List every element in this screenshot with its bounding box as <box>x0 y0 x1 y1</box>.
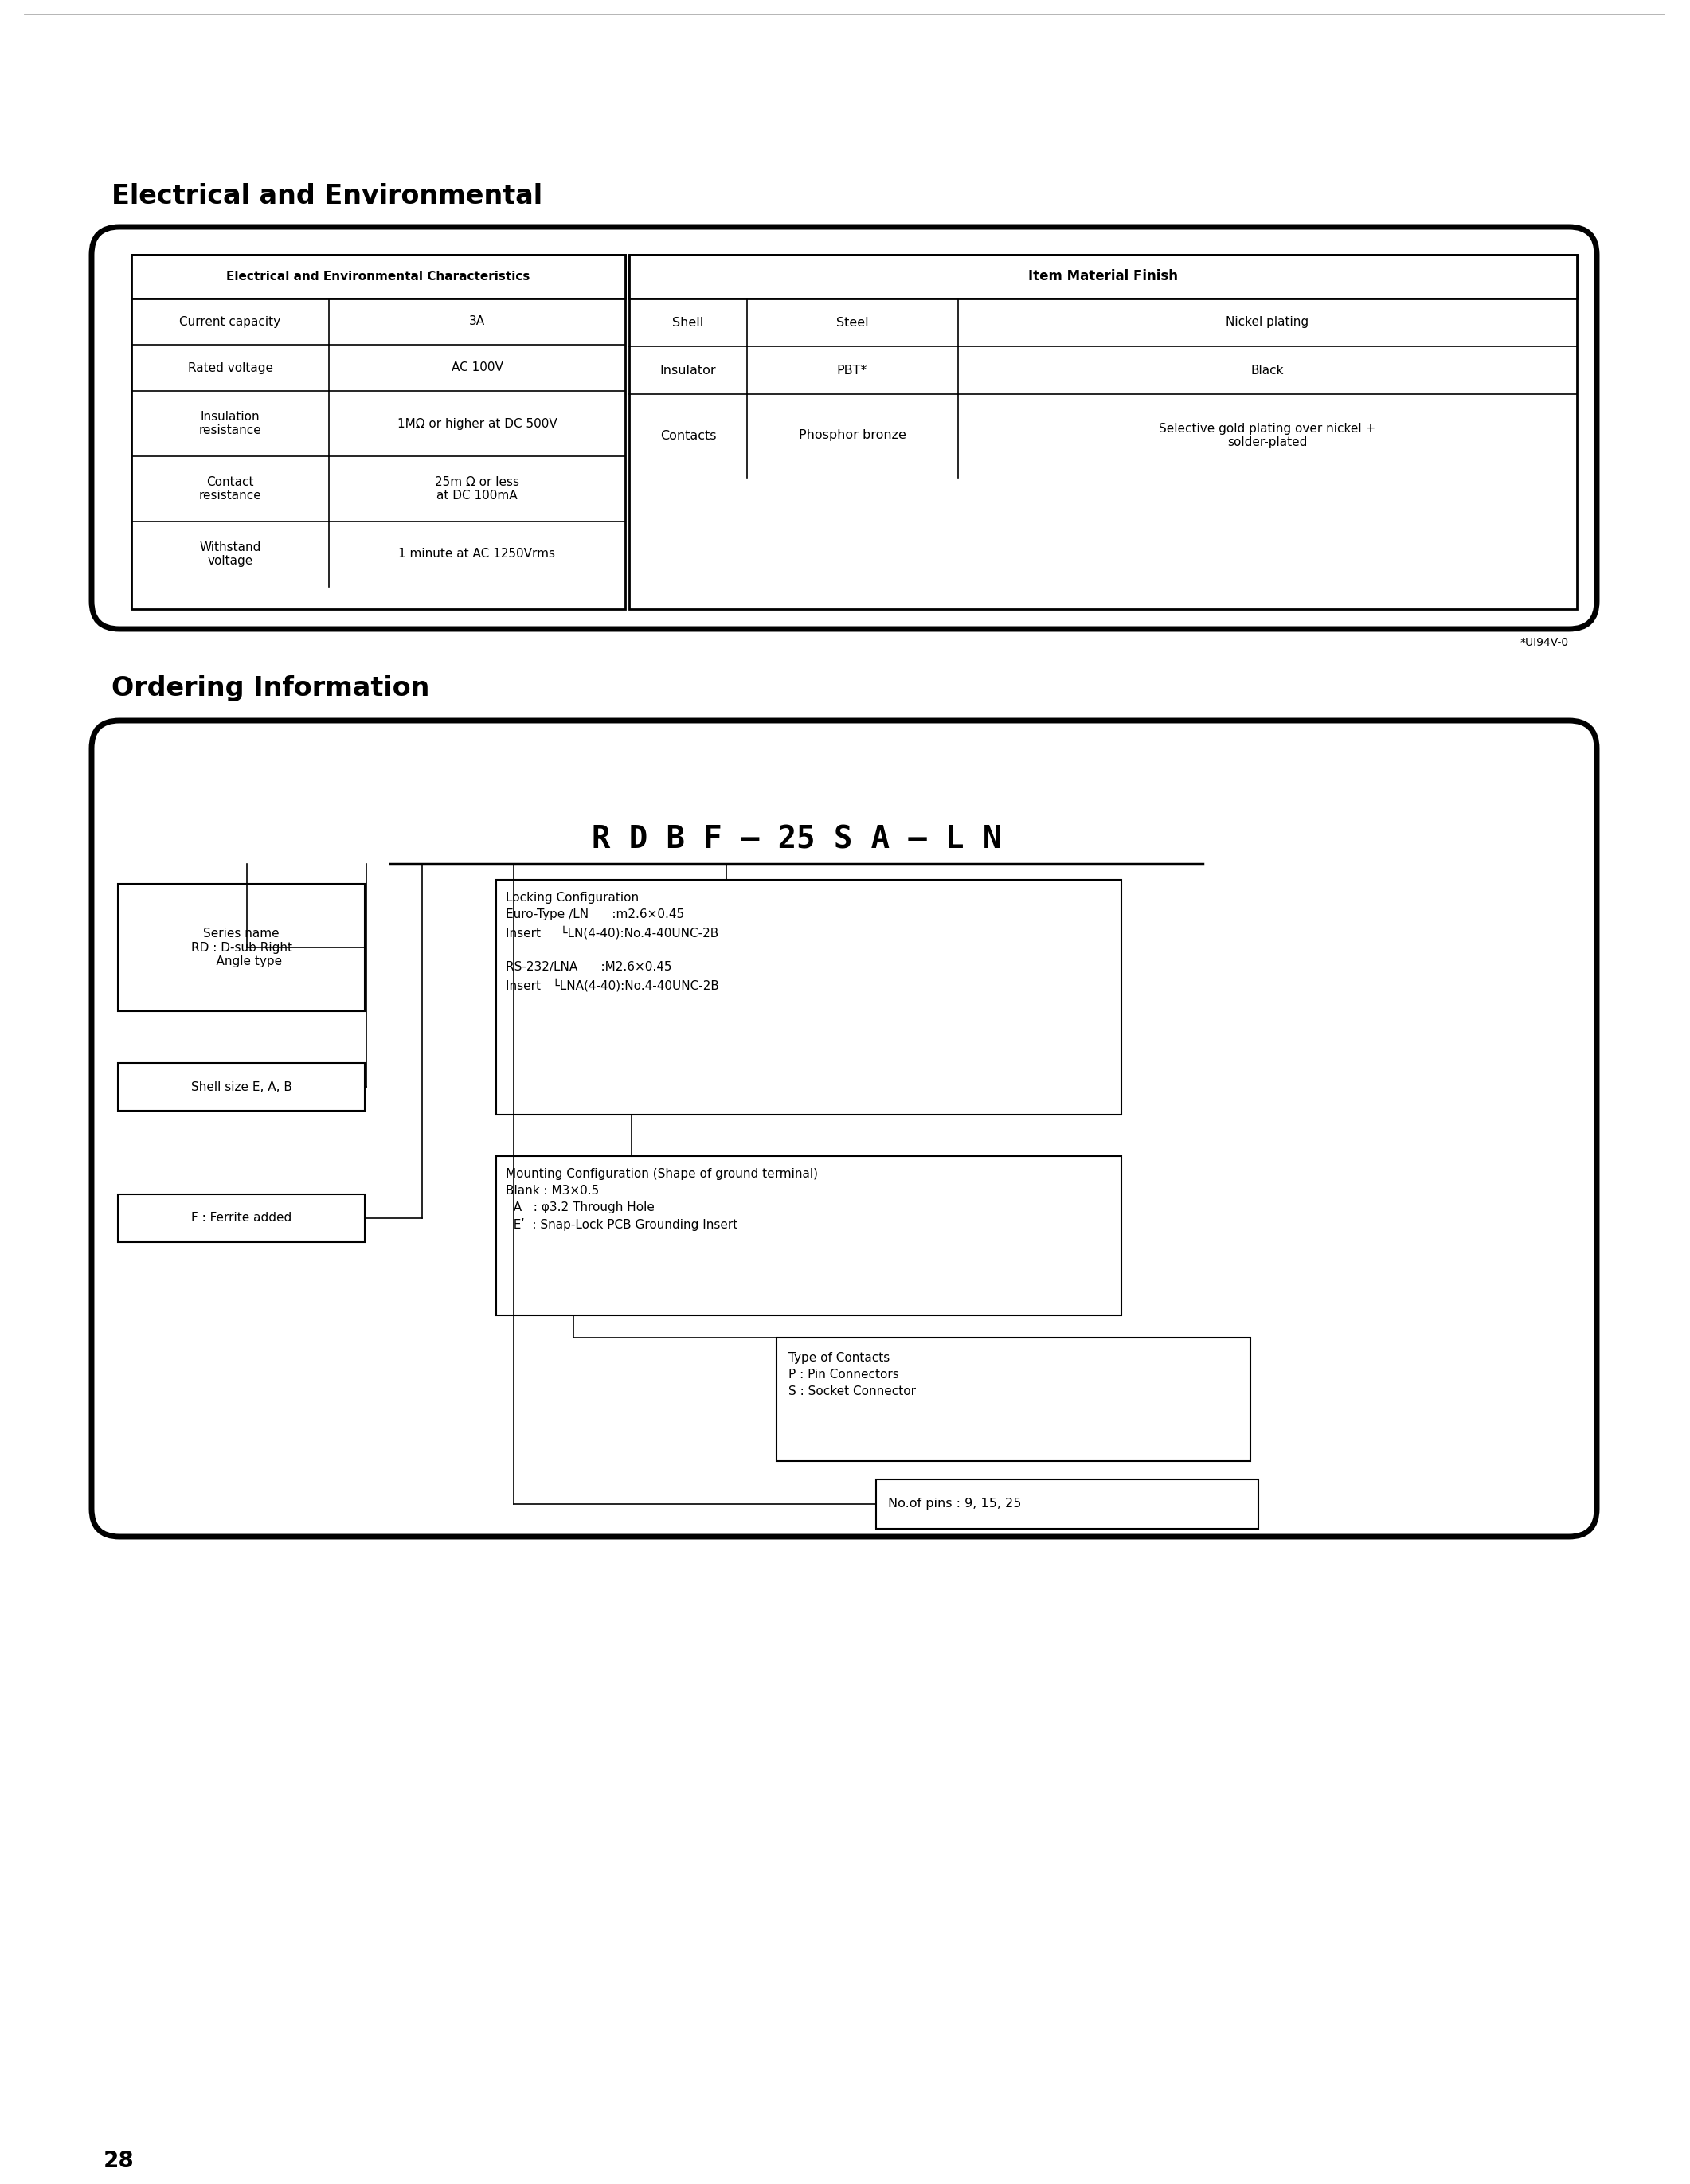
Text: Mounting Configuration (Shape of ground terminal)
Blank : M3×0.5
  A   : φ3.2 Th: Mounting Configuration (Shape of ground … <box>505 1168 818 1232</box>
Bar <box>118 1195 365 1243</box>
FancyBboxPatch shape <box>91 721 1597 1538</box>
Text: 28: 28 <box>103 2149 135 2173</box>
Text: 1 minute at AC 1250Vrms: 1 minute at AC 1250Vrms <box>399 548 556 559</box>
Text: Series name
RD : D-sub Right
    Angle type: Series name RD : D-sub Right Angle type <box>191 928 292 968</box>
Text: Selective gold plating over nickel +
solder-plated: Selective gold plating over nickel + sol… <box>1159 424 1376 448</box>
Text: 25m Ω or less
at DC 100mA: 25m Ω or less at DC 100mA <box>434 476 519 502</box>
Text: PBT*: PBT* <box>837 365 867 376</box>
Text: 1MΩ or higher at DC 500V: 1MΩ or higher at DC 500V <box>397 417 558 430</box>
Bar <box>629 256 1577 609</box>
Bar <box>776 1337 1251 1461</box>
Text: R D B F – 25 S A – L N: R D B F – 25 S A – L N <box>591 826 1000 856</box>
Text: Shell size E, A, B: Shell size E, A, B <box>191 1081 292 1092</box>
Text: AC 100V: AC 100V <box>451 363 504 373</box>
Text: No.of pins : 9, 15, 25: No.of pins : 9, 15, 25 <box>887 1498 1021 1509</box>
FancyBboxPatch shape <box>91 227 1597 629</box>
Bar <box>132 256 625 609</box>
Text: Current capacity: Current capacity <box>179 317 281 328</box>
Text: F : Ferrite added: F : Ferrite added <box>191 1212 292 1225</box>
Text: Phosphor bronze: Phosphor bronze <box>798 430 906 441</box>
Text: Contacts: Contacts <box>661 430 717 441</box>
Text: Rated voltage: Rated voltage <box>188 363 272 373</box>
Bar <box>497 1155 1122 1315</box>
Bar <box>118 885 365 1011</box>
Text: Withstand
voltage: Withstand voltage <box>199 542 260 568</box>
Text: Ordering Information: Ordering Information <box>112 675 429 701</box>
Bar <box>132 256 625 299</box>
Text: *UI94V-0: *UI94V-0 <box>1521 638 1568 649</box>
Text: Contact
resistance: Contact resistance <box>199 476 262 502</box>
Text: Shell: Shell <box>673 317 703 328</box>
Text: Locking Configuration
Euro-Type ∕LN      :m2.6×0.45
Insert     └LN(4-40):No.4-40: Locking Configuration Euro-Type ∕LN :m2.… <box>505 891 718 992</box>
Bar <box>118 1064 365 1112</box>
Text: Steel: Steel <box>837 317 869 328</box>
Bar <box>497 880 1122 1114</box>
Text: Item Material Finish: Item Material Finish <box>1028 269 1178 284</box>
Bar <box>875 1479 1259 1529</box>
Text: 3A: 3A <box>470 317 485 328</box>
Text: Black: Black <box>1251 365 1284 376</box>
Text: Electrical and Environmental: Electrical and Environmental <box>112 183 542 210</box>
Text: Insulator: Insulator <box>661 365 717 376</box>
Text: Nickel plating: Nickel plating <box>1225 317 1308 328</box>
Text: Electrical and Environmental Characteristics: Electrical and Environmental Characteris… <box>226 271 531 282</box>
Bar <box>629 256 1577 299</box>
Text: Type of Contacts
P : Pin Connectors
S : Socket Connector: Type of Contacts P : Pin Connectors S : … <box>789 1352 916 1398</box>
Text: Insulation
resistance: Insulation resistance <box>199 411 262 437</box>
